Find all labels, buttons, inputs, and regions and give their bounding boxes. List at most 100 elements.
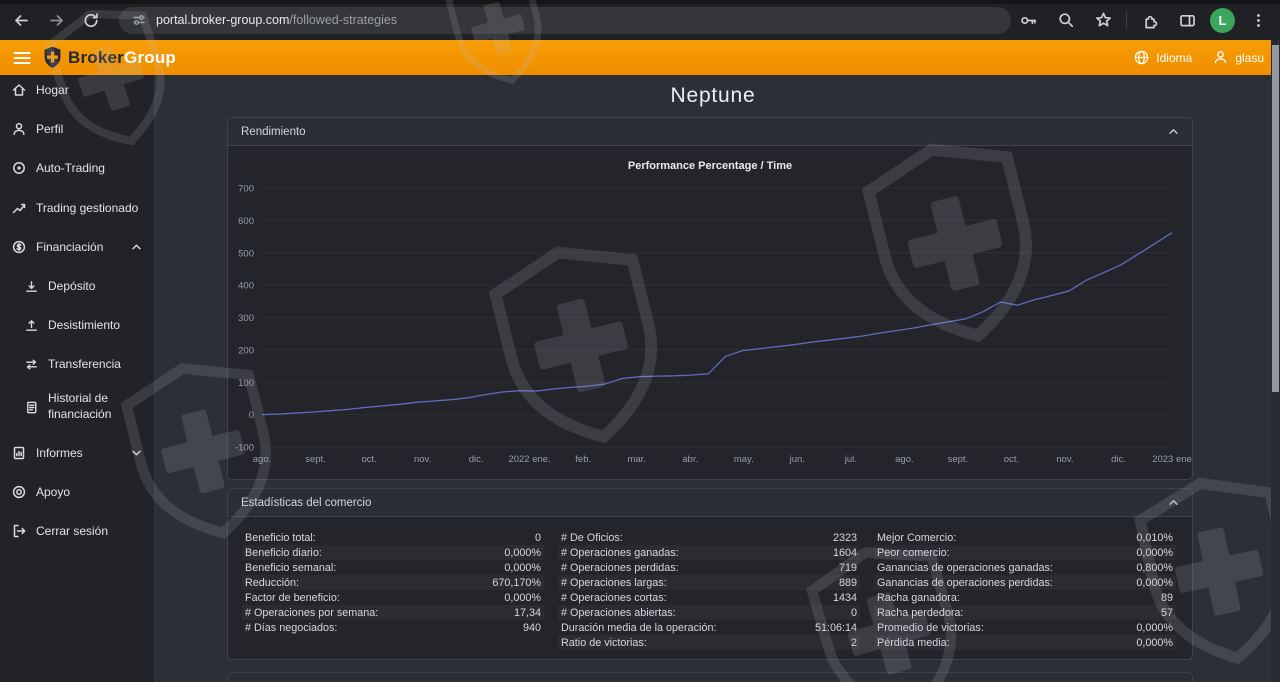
partial-panel-header[interactable] (228, 673, 1192, 682)
browser-menu-button[interactable] (1244, 6, 1272, 34)
transfer-icon (26, 358, 37, 370)
report-icon (13, 446, 25, 460)
browser-toolbar: portal.broker-group.com/followed-strateg… (0, 0, 1280, 40)
stat-row: Beneficio diario: 0,000% (242, 545, 544, 560)
svg-text:may.: may. (734, 454, 754, 465)
stat-row: # Operaciones perdidas: 719 (558, 560, 860, 575)
puzzle-icon (1144, 15, 1157, 28)
sidebar-item-trading-gestionado[interactable]: Trading gestionado (0, 193, 154, 223)
stat-row: # De Oficios: 2323 (558, 530, 860, 545)
site-settings-icon[interactable] (131, 12, 147, 28)
svg-text:0: 0 (249, 410, 254, 421)
collapse-chevron-up-icon[interactable] (1168, 128, 1179, 135)
back-icon (14, 14, 28, 26)
stat-label: Beneficio semanal: (245, 561, 337, 574)
stat-row: Beneficio total: 0 (242, 530, 544, 545)
sidebar-item-deposito[interactable]: Depósito (0, 271, 154, 301)
svg-text:2023 ene: 2023 ene (1152, 454, 1192, 465)
stat-value: 17,34 (513, 606, 541, 619)
page-scrollbar[interactable] (1271, 40, 1280, 682)
scrollbar-thumb[interactable] (1272, 45, 1279, 392)
sidebar-item-financiacion[interactable]: Financiación (0, 232, 154, 262)
stat-row: # Operaciones por semana: 17,34 (242, 605, 544, 620)
collapse-chevron-up-icon[interactable] (1168, 499, 1179, 506)
passwords-button[interactable] (1015, 6, 1043, 34)
profile-avatar[interactable]: L (1210, 7, 1235, 33)
sidebar-item-label: Perfil (36, 122, 64, 136)
stat-row: Ratio de victorias: 2 (558, 635, 860, 650)
stat-row: Promedio de victorias: 0,000% (874, 620, 1176, 635)
brand-logo[interactable]: BrokerGroup (43, 46, 176, 69)
sidebar-item-apoyo[interactable]: Apoyo (0, 477, 154, 507)
side-panel-button[interactable] (1173, 6, 1201, 34)
stat-label: # Operaciones perdidas: (561, 561, 679, 574)
sidebar-item-transferencia[interactable]: Transferencia (0, 349, 154, 379)
svg-text:sept.: sept. (305, 454, 326, 465)
trade-stats-body: Beneficio total: 0 Beneficio diario: 0,000… (228, 517, 1192, 659)
sidebar-item-label: Auto-Trading (36, 161, 105, 175)
svg-text:700: 700 (238, 184, 254, 195)
svg-text:mar.: mar. (627, 454, 645, 465)
performance-panel-header[interactable]: Rendimiento (228, 118, 1192, 146)
stats-column-2: # De Oficios: 2323 # Operaciones ganadas:… (558, 530, 860, 650)
stat-label: # Operaciones largas: (561, 576, 667, 589)
stat-label: Racha ganadora: (877, 591, 960, 604)
stat-row: # Operaciones cortas: 1434 (558, 590, 860, 605)
sidebar-item-perfil[interactable]: Perfil (0, 114, 154, 144)
extensions-button[interactable] (1136, 6, 1164, 34)
stat-row: Peor comercio: 0,000% (874, 545, 1176, 560)
user-menu[interactable]: glasu (1212, 49, 1264, 66)
svg-text:2022 ene.: 2022 ene. (508, 454, 550, 465)
sidebar-item-label: Informes (36, 446, 83, 460)
trade-stats-panel-header[interactable]: Estadísticas del comercio (228, 489, 1192, 517)
back-button[interactable] (7, 6, 35, 34)
app-header: BrokerGroup Idioma glasu (0, 40, 1280, 75)
sidebar: Hogar Perfil Auto-Trading Trading gestio… (0, 75, 155, 682)
svg-text:oct.: oct. (361, 454, 376, 465)
stat-row: Factor de beneficio: 0,000% (242, 590, 544, 605)
stat-value: 0,000% (1136, 621, 1173, 634)
stat-value: 0,000% (504, 561, 541, 574)
stat-label: Mejor Comercio: (877, 531, 957, 544)
partial-panel (227, 672, 1193, 682)
sidebar-item-cerrar-sesion[interactable]: Cerrar sesión (0, 516, 154, 546)
reload-button[interactable] (77, 6, 105, 34)
sidebar-item-hogar[interactable]: Hogar (0, 75, 154, 105)
sidebar-item-label: Hogar (36, 83, 69, 97)
stat-label: Ratio de victorias: (561, 636, 647, 649)
side-panel-icon (1179, 14, 1195, 26)
bookmark-button[interactable] (1089, 6, 1117, 34)
star-icon (1095, 12, 1111, 27)
brand-shield-icon (44, 46, 61, 69)
sidebar-item-auto-trading[interactable]: Auto-Trading (0, 153, 154, 183)
zoom-button[interactable] (1052, 6, 1080, 34)
stat-label: Duración media de la operación: (561, 621, 717, 634)
sidebar-item-historial-financiacion[interactable]: Historial de financiación (0, 388, 154, 426)
svg-text:nov.: nov. (414, 454, 431, 465)
username-label: glasu (1235, 50, 1264, 65)
svg-text:jul.: jul. (844, 454, 857, 465)
chevron-up-icon (131, 244, 142, 251)
sidebar-item-desistimiento[interactable]: Desistimiento (0, 310, 154, 340)
stat-label: # Operaciones cortas: (561, 591, 667, 604)
brand-name: BrokerGroup (68, 47, 177, 67)
sidebar-item-informes[interactable]: Informes (0, 438, 154, 468)
svg-text:abr.: abr. (682, 454, 698, 465)
stat-value: 670,170% (492, 576, 541, 589)
stat-value: 0,000% (1136, 636, 1173, 649)
user-icon (1215, 51, 1227, 64)
address-bar[interactable]: portal.broker-group.com/followed-strateg… (119, 6, 1011, 34)
menu-toggle-button[interactable] (9, 45, 35, 71)
page-title: Neptune (670, 84, 756, 107)
stat-label: # Operaciones por semana: (245, 606, 379, 619)
toolbar-right-group: L (1015, 6, 1272, 34)
language-selector[interactable]: Idioma (1133, 49, 1192, 66)
stat-row: Ganancias de operaciones perdidas: 0,000% (874, 575, 1176, 590)
stat-label: # Operaciones ganadas: (561, 546, 679, 559)
forward-button[interactable] (42, 6, 70, 34)
stat-value: 0,000% (504, 591, 541, 604)
svg-text:dic.: dic. (469, 454, 484, 465)
trade-stats-panel: Estadísticas del comercio Beneficio tota… (227, 488, 1193, 660)
svg-text:nov.: nov. (1056, 454, 1073, 465)
stat-value: 0,010% (1136, 531, 1173, 544)
